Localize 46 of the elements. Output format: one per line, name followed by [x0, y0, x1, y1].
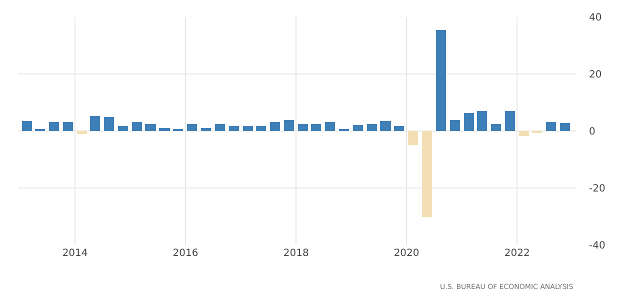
- bar: [519, 131, 529, 136]
- y-tick-label: -40: [589, 240, 606, 252]
- bar: [491, 124, 501, 131]
- bar: [367, 124, 377, 131]
- bar: [229, 126, 239, 131]
- y-tick-label: 0: [589, 126, 596, 138]
- bar: [22, 121, 32, 131]
- bar: [325, 122, 335, 131]
- y-tick-label: 40: [589, 12, 602, 24]
- x-tick-label: 2022: [504, 248, 530, 259]
- bar: [145, 124, 156, 131]
- bar: [243, 126, 253, 131]
- bar: [132, 122, 142, 131]
- x-tick-label: 2020: [394, 248, 420, 259]
- bar: [187, 124, 197, 131]
- bar: [270, 122, 280, 131]
- x-tick-label: 2018: [283, 248, 309, 259]
- x-tick-label: 2016: [172, 248, 198, 259]
- bar: [284, 120, 294, 131]
- bar: [77, 131, 87, 134]
- bar: [560, 123, 570, 131]
- bar: [353, 125, 363, 131]
- bar: [215, 124, 225, 131]
- bar: [159, 128, 170, 131]
- y-tick-label: 20: [589, 70, 602, 80]
- bar: [256, 126, 266, 131]
- bar: [90, 116, 100, 131]
- bar: [505, 111, 515, 131]
- bar: [298, 124, 308, 131]
- bar: [408, 131, 418, 145]
- y-tick-label: -20: [589, 184, 606, 194]
- x-tick-label: 2014: [62, 248, 88, 259]
- bar: [49, 122, 59, 131]
- bar: [422, 131, 432, 217]
- bar: [450, 120, 460, 131]
- bar: [201, 128, 211, 131]
- bar: [546, 122, 556, 131]
- bar: [436, 30, 446, 131]
- bar: [464, 113, 474, 131]
- bar: [380, 121, 391, 131]
- bar: [311, 124, 321, 131]
- bar: [118, 126, 128, 131]
- bar: [104, 117, 114, 131]
- bar: [477, 111, 487, 131]
- bar: [63, 122, 73, 131]
- bar: [394, 126, 404, 131]
